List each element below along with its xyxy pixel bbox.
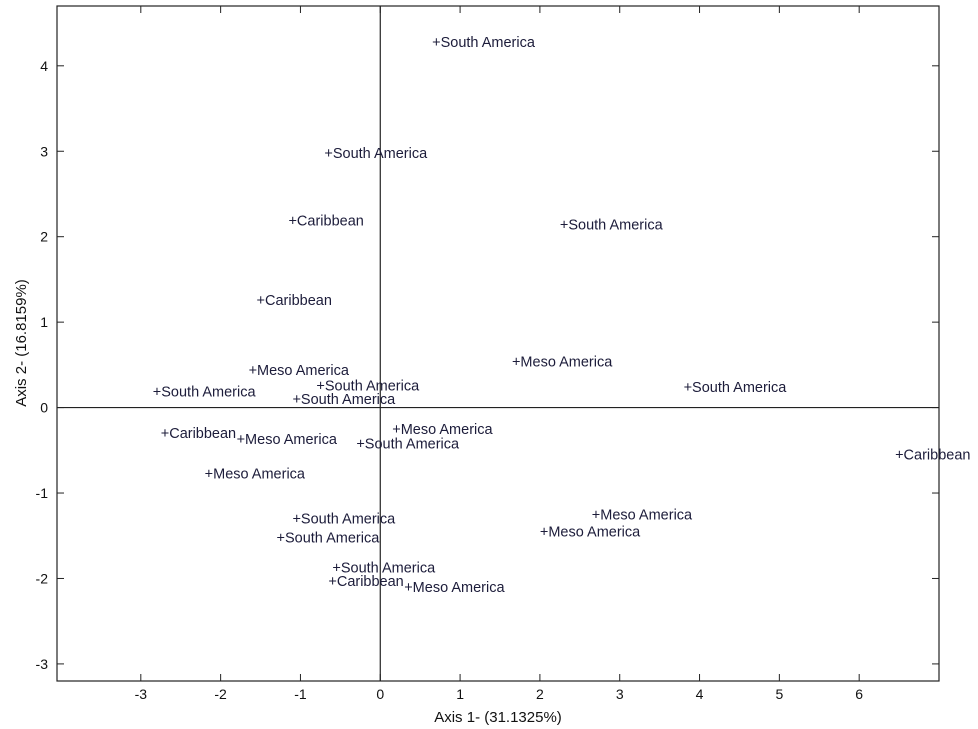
point-label: +Caribbean	[895, 448, 970, 464]
point-label: +Meso America	[592, 507, 693, 523]
y-tick-label: 3	[40, 143, 48, 159]
x-tick-label: 2	[536, 686, 544, 702]
point-label: +South America	[560, 218, 664, 234]
x-axis-title: Axis 1- (31.1325%)	[434, 709, 562, 726]
y-tick-label: 4	[40, 58, 48, 74]
point-label: +South America	[153, 384, 257, 400]
point-label: +Meso America	[404, 580, 505, 596]
y-tick-label: -1	[36, 485, 49, 501]
x-tick-label: -1	[294, 686, 307, 702]
point-label: +South America	[356, 436, 460, 452]
y-axis-title: Axis 2- (16.8159%)	[13, 279, 30, 407]
point-label: +South America	[292, 512, 396, 528]
point-label: +Caribbean	[288, 213, 363, 229]
y-tick-label: 0	[40, 400, 48, 416]
point-label: +Caribbean	[328, 574, 403, 590]
point-label: +South America	[432, 35, 536, 51]
axis-ticks: -3 -2 -1 0 1 2 3 4 5 6 -3 -2 -1 0 1 2 3 4	[36, 6, 939, 702]
y-tick-label: 2	[40, 229, 48, 245]
point-label: +Caribbean	[257, 293, 332, 309]
point-label: +South America	[324, 146, 428, 162]
point-label: +South America	[316, 378, 420, 394]
point-label: +Meso America	[512, 354, 613, 370]
data-points: +South America+South America+Caribbean +S…	[153, 35, 971, 596]
point-label: +South America	[684, 380, 788, 396]
x-tick-label: 6	[855, 686, 863, 702]
x-tick-label: -3	[135, 686, 148, 702]
y-tick-label: -3	[36, 656, 49, 672]
point-label: +Meso America	[237, 432, 338, 448]
x-tick-label: 3	[616, 686, 624, 702]
x-tick-label: 0	[376, 686, 384, 702]
point-label: +South America	[277, 530, 381, 546]
y-tick-label: -2	[36, 570, 49, 586]
y-tick-label: 1	[40, 314, 48, 330]
x-tick-label: 4	[696, 686, 704, 702]
point-label: +Meso America	[392, 422, 493, 438]
x-tick-label: 1	[456, 686, 464, 702]
x-tick-label: 5	[775, 686, 783, 702]
point-label: +South America	[332, 560, 436, 576]
reference-lines	[57, 6, 939, 681]
point-label: +Caribbean	[161, 426, 236, 442]
point-label: +Meso America	[249, 363, 350, 379]
point-label: +Meso America	[540, 524, 641, 540]
x-tick-label: -2	[214, 686, 227, 702]
plot-frame	[56, 5, 940, 682]
point-label: +Meso America	[205, 466, 306, 482]
point-label: +South America	[292, 392, 396, 408]
